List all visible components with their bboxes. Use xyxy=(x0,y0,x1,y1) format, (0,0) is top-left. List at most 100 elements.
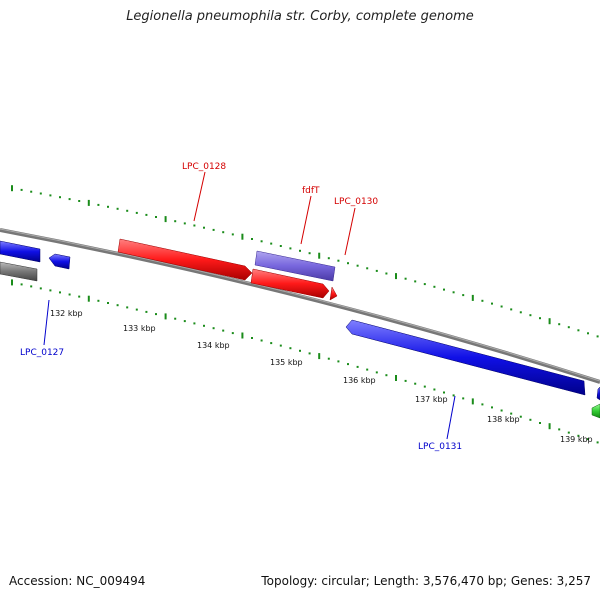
outer-tick-36 xyxy=(356,264,359,267)
inner-tick-1 xyxy=(20,283,23,286)
leader-lpc0128 xyxy=(193,171,206,222)
outer-tick-11 xyxy=(116,207,119,210)
inner-tick-61 xyxy=(596,441,599,444)
inner-tick-34 xyxy=(337,360,340,363)
gene-lpc0131[interactable] xyxy=(345,319,586,396)
outer-tick-59 xyxy=(577,329,580,332)
outer-tick-55 xyxy=(539,317,541,320)
outer-tick-4 xyxy=(49,194,52,197)
outer-tick-1 xyxy=(20,188,23,191)
gene-blue-left-upper[interactable] xyxy=(0,240,41,263)
inner-tick-31 xyxy=(308,352,311,355)
label-lpc0130[interactable]: LPC_0130 xyxy=(334,197,378,207)
gene-lpc0130-body[interactable] xyxy=(250,268,330,299)
inner-tick-0 xyxy=(11,279,13,286)
outer-tick-49 xyxy=(481,299,484,302)
inner-tick-17 xyxy=(174,317,177,320)
inner-tick-8 xyxy=(87,295,90,302)
inner-tick-37 xyxy=(366,368,369,371)
inner-tick-57 xyxy=(558,428,561,431)
inner-tick-53 xyxy=(519,415,522,418)
inner-tick-16 xyxy=(164,313,167,320)
inner-tick-33 xyxy=(327,357,330,360)
gene-blue-small-arrow[interactable] xyxy=(48,253,71,270)
outer-tick-61 xyxy=(596,335,599,338)
gene-blue-right-edge[interactable] xyxy=(596,386,600,401)
leader-lpc0127 xyxy=(43,299,50,346)
gene-green-right-edge[interactable] xyxy=(591,403,600,419)
scale-label-137: 137 kbp xyxy=(415,395,448,404)
gene-fdft[interactable] xyxy=(254,250,336,282)
outer-tick-27 xyxy=(270,242,273,245)
inner-tick-11 xyxy=(116,304,119,307)
label-lpc0128[interactable]: LPC_0128 xyxy=(182,162,226,172)
outer-tick-28 xyxy=(279,245,282,247)
accession-text: Accession: NC_009494 xyxy=(9,574,146,588)
outer-tick-60 xyxy=(587,332,589,335)
outer-tick-56 xyxy=(548,318,551,325)
outer-tick-53 xyxy=(519,311,522,314)
label-lpc0131[interactable]: LPC_0131 xyxy=(418,442,462,452)
label-fdft[interactable]: fdfT xyxy=(302,186,320,196)
outer-tick-6 xyxy=(68,198,71,201)
inner-tick-42 xyxy=(414,382,417,385)
inner-tick-35 xyxy=(347,363,349,366)
outer-tick-0 xyxy=(11,185,13,192)
gene-grey-left[interactable] xyxy=(0,261,38,282)
outer-tick-54 xyxy=(529,314,532,317)
outer-tick-5 xyxy=(59,196,61,199)
outer-tick-7 xyxy=(78,200,81,202)
reverse-tick-ring xyxy=(11,279,599,444)
outer-tick-41 xyxy=(404,277,407,280)
map-title: Legionella pneumophila str. Corby, compl… xyxy=(126,9,474,24)
scale-label-138: 138 kbp xyxy=(487,415,520,424)
outer-tick-23 xyxy=(231,233,234,236)
inner-tick-48 xyxy=(471,398,474,405)
inner-tick-39 xyxy=(385,374,388,377)
outer-tick-45 xyxy=(443,288,445,291)
inner-tick-60 xyxy=(587,438,589,441)
inner-tick-41 xyxy=(404,379,407,382)
label-lpc0127[interactable]: LPC_0127 xyxy=(20,348,64,358)
leader-fdft xyxy=(300,195,312,245)
outer-tick-20 xyxy=(203,226,205,229)
genome-summary-text: Topology: circular; Length: 3,576,470 bp… xyxy=(261,574,591,588)
forward-tick-ring xyxy=(11,185,599,338)
leader-lpc0131 xyxy=(446,395,456,440)
outer-tick-58 xyxy=(567,326,570,329)
outer-tick-51 xyxy=(500,305,503,308)
outer-tick-31 xyxy=(308,252,311,255)
outer-tick-50 xyxy=(491,302,493,305)
outer-tick-12 xyxy=(126,209,129,212)
outer-tick-44 xyxy=(433,285,436,288)
inner-tick-10 xyxy=(107,302,109,304)
outer-tick-2 xyxy=(30,190,33,193)
inner-tick-20 xyxy=(203,324,205,327)
outer-tick-14 xyxy=(145,213,148,216)
outer-tick-19 xyxy=(193,224,196,227)
inner-tick-49 xyxy=(481,403,484,406)
inner-tick-18 xyxy=(183,320,186,323)
outer-tick-18 xyxy=(183,222,186,225)
outer-tick-37 xyxy=(366,267,369,270)
inner-tick-43 xyxy=(423,385,426,388)
inner-tick-25 xyxy=(251,337,253,339)
inner-tick-40 xyxy=(395,375,397,381)
inner-tick-5 xyxy=(59,291,61,294)
inner-tick-51 xyxy=(500,409,503,412)
outer-tick-29 xyxy=(289,247,292,250)
scale-label-132: 132 kbp xyxy=(50,309,83,318)
inner-tick-52 xyxy=(510,412,513,415)
inner-tick-58 xyxy=(567,431,570,434)
gene-lpc0130-tail[interactable] xyxy=(329,286,338,301)
leader-lpc0130 xyxy=(344,207,356,256)
inner-tick-14 xyxy=(145,310,148,313)
scale-label-136: 136 kbp xyxy=(343,376,376,385)
gene-lpc0128[interactable] xyxy=(117,238,253,281)
inner-tick-23 xyxy=(231,332,234,335)
outer-tick-17 xyxy=(174,220,177,223)
inner-tick-22 xyxy=(222,329,225,332)
inner-tick-21 xyxy=(212,327,215,330)
inner-tick-55 xyxy=(539,422,541,424)
inner-tick-4 xyxy=(49,289,52,292)
